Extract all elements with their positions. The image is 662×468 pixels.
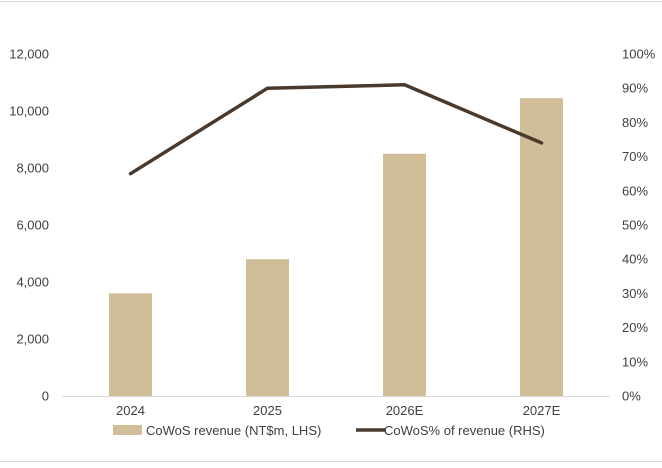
left-tick-label: 0 (42, 389, 49, 404)
x-tick-label: 2026E (386, 403, 424, 418)
left-tick-label: 8,000 (16, 161, 49, 176)
right-tick-label: 90% (622, 81, 648, 96)
legend-label-line: CoWoS% of revenue (RHS) (384, 423, 545, 438)
left-tick-label: 12,000 (9, 47, 49, 62)
legend-swatch-bar (113, 425, 142, 435)
line-series (130, 85, 541, 174)
right-tick-label: 10% (622, 354, 648, 369)
left-tick-label: 2,000 (16, 332, 49, 347)
bar (109, 293, 152, 396)
x-tick-label: 2027E (523, 403, 561, 418)
right-tick-label: 50% (622, 218, 648, 233)
x-axis: 2024 2025 2026E 2027E (116, 403, 561, 418)
right-tick-label: 40% (622, 252, 648, 267)
right-tick-label: 100% (622, 47, 656, 62)
x-tick-label: 2025 (253, 403, 282, 418)
left-tick-label: 4,000 (16, 275, 49, 290)
right-tick-label: 60% (622, 183, 648, 198)
legend-label-bar: CoWoS revenue (NT$m, LHS) (146, 423, 321, 438)
left-axis: 0 2,000 4,000 6,000 8,000 10,000 12,000 (9, 47, 49, 404)
bar (246, 259, 289, 396)
legend: CoWoS revenue (NT$m, LHS) CoWoS% of reve… (113, 423, 545, 438)
left-tick-label: 6,000 (16, 218, 49, 233)
left-tick-label: 10,000 (9, 104, 49, 119)
right-tick-label: 70% (622, 149, 648, 164)
right-axis: 0% 10% 20% 30% 40% 50% 60% 70% 80% 90% 100% (622, 47, 656, 404)
right-tick-label: 80% (622, 115, 648, 130)
bar (383, 154, 426, 396)
x-tick-label: 2024 (116, 403, 145, 418)
right-tick-label: 20% (622, 320, 648, 335)
right-tick-label: 30% (622, 286, 648, 301)
right-tick-label: 0% (622, 389, 641, 404)
series-line (131, 85, 542, 174)
